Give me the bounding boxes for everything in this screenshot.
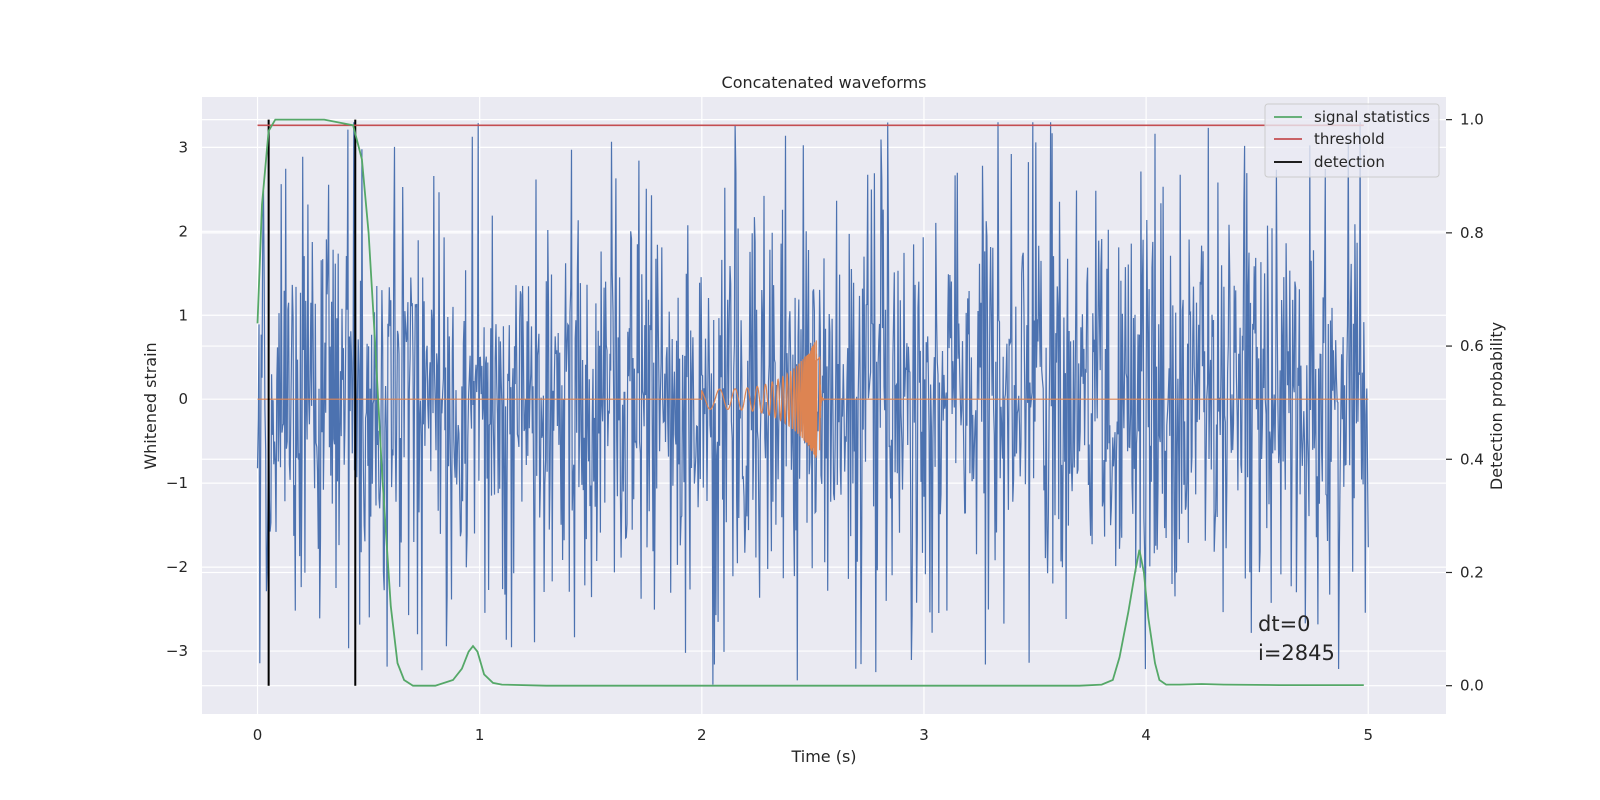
y-tick-label: −2: [166, 558, 188, 576]
legend-box: [1264, 103, 1440, 178]
signal-statistics-series-line: [256, 118, 1364, 687]
y-axis-label: Whitened strain: [141, 342, 160, 469]
right-y-tick-label: 1.0: [1460, 111, 1484, 129]
y-tick-label: 0: [178, 390, 188, 408]
annotation-index: i=2845: [1258, 641, 1335, 665]
annotations: dt=0 i=2845: [1258, 612, 1335, 665]
right-y-tick-label: 0.0: [1460, 677, 1484, 695]
y-tick-label: −1: [166, 474, 188, 492]
right-y-tick-label: 0.2: [1460, 563, 1484, 581]
y-tick-label: 2: [178, 222, 188, 240]
x-tick-label: 1: [475, 726, 485, 744]
chart-title: Concatenated waveforms: [722, 73, 927, 92]
x-tick-label: 3: [919, 726, 929, 744]
x-axis-label: Time (s): [790, 747, 856, 766]
x-tick-label: 2: [697, 726, 707, 744]
waveform-series-line: [257, 340, 1369, 458]
legend: signal statistics threshold detection: [1264, 103, 1440, 178]
y-tick-label: −3: [166, 642, 188, 660]
x-axis-ticks: 0 1 2 3 4 5: [253, 726, 1373, 744]
x-tick-label: 5: [1363, 726, 1373, 744]
y-tick-label: 1: [178, 306, 188, 324]
legend-label-threshold: threshold: [1314, 130, 1385, 148]
right-y-tick-label: 0.8: [1460, 224, 1484, 242]
noise-series-line: [256, 122, 1369, 685]
right-y-tick-label: 0.4: [1460, 450, 1484, 468]
right-y-axis-label: Detection probability: [1487, 322, 1506, 490]
y-tick-label: 3: [178, 138, 188, 156]
annotation-dt: dt=0: [1258, 612, 1311, 636]
x-tick-label: 0: [253, 726, 263, 744]
right-y-axis-ticks: 0.0 0.2 0.4 0.6 0.8 1.0: [1446, 111, 1484, 695]
legend-label-signal-statistics: signal statistics: [1314, 108, 1430, 126]
legend-label-detection: detection: [1314, 153, 1385, 171]
y-axis-ticks: −3 −2 −1 0 1 2 3: [166, 138, 188, 660]
x-tick-label: 4: [1141, 726, 1151, 744]
plot-area: [256, 118, 1369, 687]
detection-lines: [267, 119, 357, 686]
right-y-tick-label: 0.6: [1460, 337, 1484, 355]
